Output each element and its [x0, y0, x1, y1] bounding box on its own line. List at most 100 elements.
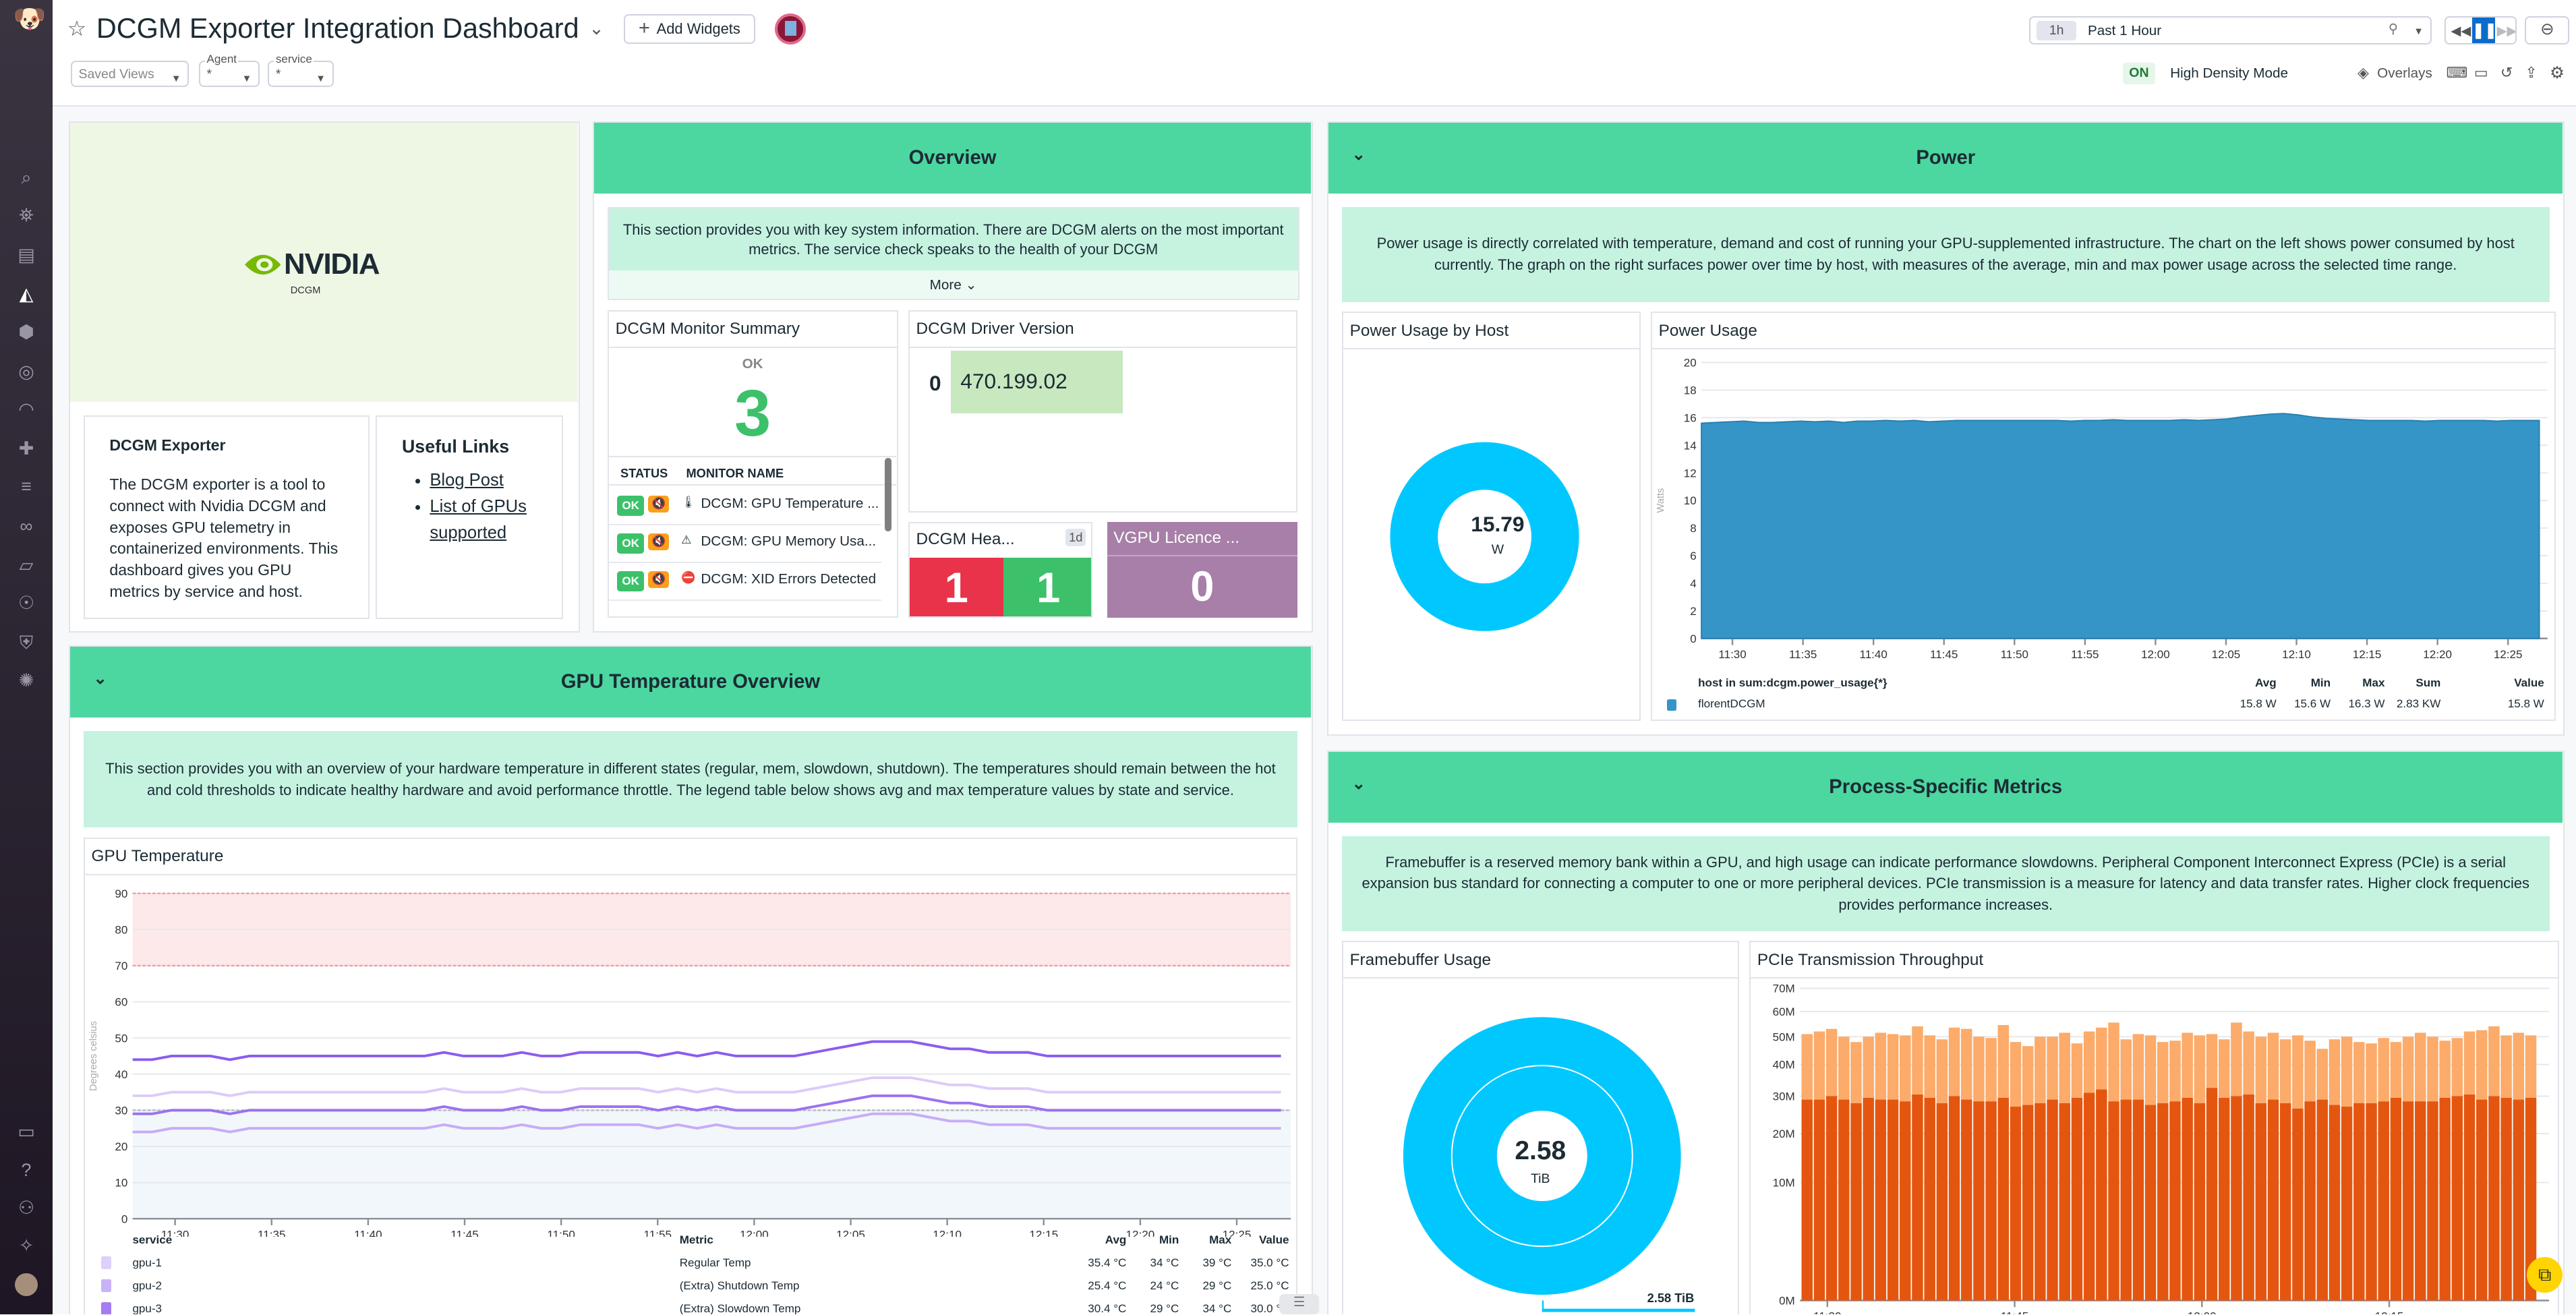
- pcie-bar-upper[interactable]: [2451, 1038, 2463, 1097]
- process-header[interactable]: ⌄ Process-Specific Metrics: [1328, 752, 2563, 823]
- pcie-bar-lower[interactable]: [2035, 1103, 2046, 1301]
- legend-column-header[interactable]: Min: [1159, 1233, 1179, 1246]
- pcie-bar-upper[interactable]: [1825, 1028, 1838, 1097]
- pcie-bar-lower[interactable]: [1863, 1098, 1875, 1301]
- pcie-bar-lower[interactable]: [2329, 1105, 2341, 1301]
- blog-post-link[interactable]: Blog Post: [430, 470, 504, 490]
- title-chevron-down-icon[interactable]: ⌄: [589, 18, 604, 39]
- pcie-bar-lower[interactable]: [2243, 1094, 2254, 1301]
- overlays-icon[interactable]: ◈: [2357, 64, 2369, 81]
- pcie-bar-lower[interactable]: [1850, 1103, 1862, 1301]
- chat-icon[interactable]: ▭: [18, 1121, 35, 1142]
- pcie-bar-upper[interactable]: [2513, 1032, 2525, 1100]
- pcie-bar-lower[interactable]: [2390, 1098, 2402, 1301]
- time-range-picker[interactable]: 1h Past 1 Hour ⚲ ▼: [2028, 16, 2432, 45]
- pcie-bar-upper[interactable]: [2194, 1035, 2206, 1103]
- logs-icon[interactable]: ≡: [21, 476, 32, 497]
- pcie-bar-lower[interactable]: [2427, 1101, 2438, 1301]
- pcie-bar-lower[interactable]: [2280, 1103, 2291, 1301]
- pause-button[interactable]: ❚❚: [2472, 18, 2497, 43]
- pcie-bar-upper[interactable]: [2341, 1036, 2353, 1107]
- pcie-bar-lower[interactable]: [2476, 1099, 2488, 1301]
- pcie-bar-upper[interactable]: [1887, 1034, 1899, 1100]
- datadog-logo-icon[interactable]: 🐶: [13, 5, 47, 34]
- pcie-bar-lower[interactable]: [1973, 1101, 1985, 1301]
- star-icon[interactable]: ☆: [67, 16, 87, 41]
- notebooks-icon[interactable]: ▱: [19, 554, 34, 575]
- pcie-bar-lower[interactable]: [2488, 1096, 2500, 1301]
- pcie-bar-lower[interactable]: [1900, 1101, 1911, 1301]
- pcie-bar-upper[interactable]: [2476, 1030, 2488, 1100]
- temperature-series-line[interactable]: [132, 1094, 1281, 1115]
- pcie-bar-upper[interactable]: [1900, 1035, 1911, 1102]
- legend-row[interactable]: gpu-1 Regular Temp 35.4 °C 34 °C 39 °C 35.0 °…: [85, 1251, 1295, 1274]
- pcie-bar-lower[interactable]: [2047, 1099, 2058, 1301]
- gpu-temperature-chart[interactable]: 0 10 20 30 40 50 60 70 80 90 11:30 11:35 11:40 11:45 1…: [85, 875, 1295, 1237]
- pcie-bar-upper[interactable]: [2108, 1022, 2119, 1102]
- pcie-bar-upper[interactable]: [2353, 1042, 2365, 1103]
- service-variable-dropdown[interactable]: service * ▼: [268, 52, 334, 88]
- dashboards-icon[interactable]: ◭: [19, 284, 34, 305]
- pcie-bar-upper[interactable]: [2144, 1035, 2157, 1105]
- pcie-bar-upper[interactable]: [1997, 1025, 2010, 1099]
- fast-forward-icon[interactable]: ▶▶: [2496, 23, 2517, 38]
- legend-column-header[interactable]: Min: [2310, 676, 2331, 689]
- pcie-bar-upper[interactable]: [2292, 1035, 2304, 1109]
- gpu-list-link[interactable]: List of GPUs supported: [430, 496, 527, 542]
- pcie-bar-upper[interactable]: [2378, 1038, 2390, 1102]
- overlays-button[interactable]: Overlays: [2377, 65, 2432, 82]
- pcie-bar-lower[interactable]: [1924, 1098, 1936, 1301]
- collapse-chevron-icon[interactable]: ⌄: [1351, 145, 1366, 164]
- pcie-bar-lower[interactable]: [2206, 1088, 2218, 1301]
- pcie-bar-lower[interactable]: [2096, 1089, 2107, 1301]
- pcie-bar-upper[interactable]: [2047, 1036, 2058, 1100]
- pcie-bar-lower[interactable]: [2513, 1099, 2525, 1301]
- pcie-bar-upper[interactable]: [2035, 1036, 2046, 1103]
- apm-icon[interactable]: ◠: [18, 399, 34, 419]
- pcie-bar-lower[interactable]: [2304, 1101, 2316, 1301]
- legend-column-header[interactable]: Max: [1209, 1233, 1232, 1246]
- pcie-bar-lower[interactable]: [2132, 1099, 2144, 1301]
- integrations-icon[interactable]: ✚: [18, 438, 34, 459]
- pcie-bar-lower[interactable]: [2219, 1098, 2230, 1301]
- team-avatar[interactable]: [775, 13, 807, 45]
- health-critical-count[interactable]: 1: [909, 558, 1003, 616]
- pcie-bar-lower[interactable]: [1813, 1099, 1825, 1301]
- pcie-bar-lower[interactable]: [1875, 1099, 1887, 1301]
- pcie-bar-upper[interactable]: [1838, 1036, 1850, 1100]
- pcie-bar-upper[interactable]: [1863, 1036, 1875, 1099]
- pcie-bar-lower[interactable]: [2439, 1098, 2451, 1301]
- legend-row[interactable]: florentDCGM 15.8 W 15.6 W 16.3 W 2.83 KW 15.8…: [1652, 695, 2554, 716]
- temperature-series-line[interactable]: [132, 1040, 1281, 1061]
- pcie-bar-lower[interactable]: [2022, 1105, 2034, 1301]
- team-icon[interactable]: ⚇: [18, 1197, 34, 1218]
- scrollbar[interactable]: [885, 457, 891, 532]
- pcie-throughput-chart[interactable]: 0M 10M 20M 30M 40M 50M 60M 70M 11:30 11:45 12:00 12…: [1751, 978, 2557, 1314]
- pcie-bar-lower[interactable]: [2108, 1101, 2119, 1301]
- history-icon[interactable]: ↺: [2500, 64, 2513, 81]
- pcie-bar-upper[interactable]: [2255, 1036, 2267, 1103]
- pcie-bar-lower[interactable]: [2353, 1103, 2365, 1301]
- pcie-bar-lower[interactable]: [1838, 1099, 1850, 1301]
- pcie-bar-upper[interactable]: [2071, 1043, 2083, 1099]
- pcie-bar-lower[interactable]: [2083, 1092, 2095, 1301]
- pcie-bar-lower[interactable]: [1936, 1103, 1948, 1301]
- tools-icon[interactable]: ✧: [18, 1235, 34, 1256]
- pcie-bar-lower[interactable]: [2169, 1101, 2181, 1301]
- legend-column-header[interactable]: Avg: [2255, 676, 2277, 689]
- pcie-bar-upper[interactable]: [2010, 1042, 2022, 1107]
- collapse-chevron-icon[interactable]: ⌄: [93, 670, 107, 689]
- pcie-bar-lower[interactable]: [2267, 1099, 2279, 1301]
- monitor-row[interactable]: OK 🔇 ⛔ DCGM: XID Errors Detected: [608, 563, 882, 601]
- agent-variable-dropdown[interactable]: Agent * ▼: [198, 52, 260, 88]
- monitor-ok-count[interactable]: 3: [734, 376, 771, 450]
- pcie-bar-lower[interactable]: [2144, 1105, 2157, 1301]
- pcie-bar-lower[interactable]: [1985, 1101, 1997, 1301]
- network-icon[interactable]: ✺: [18, 670, 34, 691]
- add-widgets-button[interactable]: + Add Widgets: [623, 14, 755, 44]
- pcie-bar-upper[interactable]: [2316, 1049, 2329, 1100]
- pcie-bar-lower[interactable]: [1801, 1099, 1813, 1301]
- user-avatar[interactable]: [14, 1273, 38, 1297]
- binoculars-icon[interactable]: ⛯: [19, 205, 34, 226]
- pcie-bar-lower[interactable]: [1997, 1098, 2010, 1301]
